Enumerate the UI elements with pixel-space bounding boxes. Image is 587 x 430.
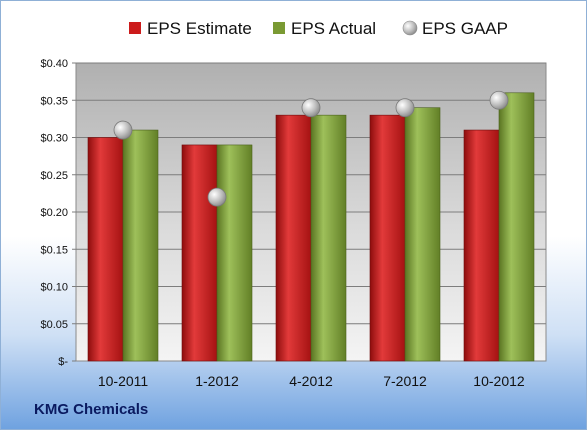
- legend-label: EPS GAAP: [422, 19, 508, 38]
- y-tick-label: $-: [58, 356, 68, 368]
- bar-eps-actual: [310, 114, 347, 362]
- bar-eps-actual: [498, 92, 535, 362]
- legend-label: EPS Actual: [291, 19, 376, 38]
- y-tick-label: $0.30: [40, 133, 68, 145]
- legend-swatch: [402, 20, 418, 36]
- y-tick-label: $0.20: [40, 207, 68, 219]
- y-tick-label: $0.40: [40, 58, 68, 70]
- gaap-marker: [489, 90, 509, 110]
- gaap-marker: [301, 98, 321, 118]
- y-tick-label: $0.05: [40, 319, 68, 331]
- legend-label: EPS Estimate: [147, 19, 252, 38]
- legend-swatch: [129, 22, 141, 34]
- x-tick-label: 10-2011: [98, 373, 149, 389]
- x-tick-label: 7-2012: [383, 373, 427, 389]
- legend-swatch: [273, 22, 285, 34]
- gaap-marker: [395, 98, 415, 118]
- bar-eps-actual: [216, 144, 253, 362]
- legend: EPS Estimate EPS Actual EPS GAAP: [129, 19, 508, 38]
- y-tick-label: $0.10: [40, 282, 68, 294]
- bar-eps-estimate: [275, 114, 312, 362]
- x-tick-label: 10-2012: [473, 373, 525, 389]
- bar-eps-actual: [404, 107, 441, 362]
- x-tick-label: 4-2012: [289, 373, 333, 389]
- bar-eps-estimate: [87, 137, 124, 362]
- bar-eps-estimate: [463, 129, 500, 362]
- y-tick-label: $0.15: [40, 244, 68, 256]
- y-tick-label: $0.25: [40, 170, 68, 182]
- gaap-marker: [113, 120, 133, 140]
- gaap-marker: [207, 187, 227, 207]
- bar-eps-estimate: [181, 144, 218, 362]
- bar-eps-actual: [122, 129, 159, 362]
- company-label: KMG Chemicals: [34, 401, 149, 418]
- bar-eps-estimate: [369, 114, 406, 362]
- y-tick-label: $0.35: [40, 95, 68, 107]
- x-tick-label: 1-2012: [195, 373, 239, 389]
